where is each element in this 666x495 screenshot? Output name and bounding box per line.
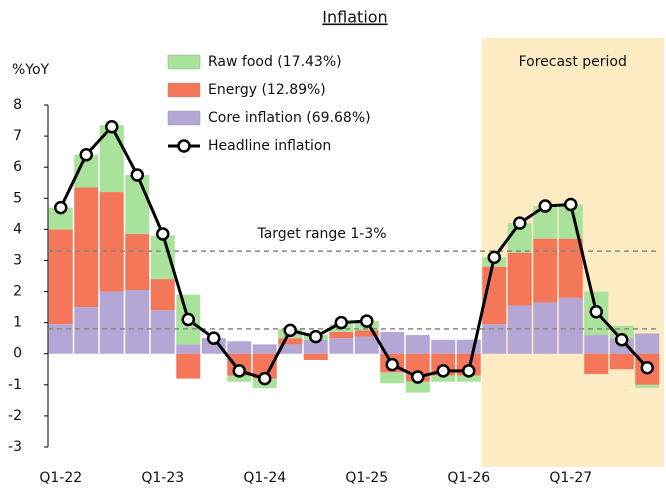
bar-segment	[99, 192, 124, 292]
bar-segment	[303, 353, 328, 360]
headline-point	[105, 120, 119, 134]
bar-segment	[252, 344, 277, 354]
y-tick-label: 0	[13, 346, 22, 362]
bar-segment	[533, 302, 558, 354]
bar-segment	[354, 336, 379, 354]
headline-point	[411, 370, 425, 384]
bar-segment	[635, 333, 660, 354]
y-tick-label: 3	[13, 252, 22, 268]
bar-segment	[176, 344, 201, 354]
bar-segment	[405, 381, 430, 393]
bar-segment	[329, 338, 354, 354]
headline-point	[309, 329, 323, 344]
bar-segment	[329, 331, 354, 339]
legend-swatch	[167, 82, 201, 98]
headline-point	[436, 364, 450, 378]
bar-segment	[456, 375, 481, 382]
bar-segment	[533, 238, 558, 303]
x-tick-label: Q1-22	[39, 470, 82, 486]
headline-point	[54, 200, 68, 215]
headline-point	[385, 357, 399, 372]
bar-segment	[431, 339, 456, 354]
target-label: Target range 1-3%	[256, 226, 386, 242]
legend-swatch	[167, 110, 201, 126]
bar-segment	[48, 229, 73, 325]
bar-segment	[380, 372, 405, 384]
bar-segment	[125, 289, 150, 354]
bar-segment	[584, 353, 609, 374]
headline-point	[232, 364, 246, 378]
bar-segment	[456, 339, 481, 354]
bar-segment	[176, 353, 201, 379]
bar-segment	[125, 234, 150, 290]
headline-point	[615, 332, 629, 347]
headline-point	[130, 168, 144, 182]
x-tick-label: Q1-25	[345, 470, 388, 486]
legend-label: Energy (12.89%)	[208, 82, 326, 98]
headline-point	[258, 371, 272, 386]
bar-segment	[227, 375, 252, 382]
legend-label: Headline inflation	[208, 138, 331, 154]
x-tick-label: Q1-27	[549, 470, 592, 486]
y-tick-label: 4	[13, 221, 22, 237]
legend-label: Raw food (17.43%)	[208, 54, 342, 70]
y-tick-label: 2	[13, 284, 22, 300]
bar-segment	[150, 310, 175, 354]
y-tick-label: -3	[8, 439, 22, 455]
headline-point	[564, 197, 578, 212]
headline-point	[513, 216, 527, 230]
bar-segment	[227, 341, 252, 354]
headline-point	[156, 227, 170, 241]
legend-swatch	[167, 54, 201, 70]
forecast-label: Forecast period	[519, 54, 627, 70]
y-tick-label: 6	[13, 159, 22, 175]
y-tick-label: 8	[13, 97, 22, 113]
y-tick-label: 7	[13, 128, 22, 144]
headline-point	[181, 312, 195, 327]
headline-point	[589, 305, 603, 319]
y-tick-label: 1	[13, 315, 22, 331]
headline-point	[538, 199, 552, 213]
bar-segment	[431, 375, 456, 382]
chart-title: Inflation	[322, 8, 387, 27]
bar-segment	[558, 297, 583, 354]
bar-segment	[507, 305, 532, 354]
bar-segment	[99, 291, 124, 354]
bar-segment	[558, 238, 583, 298]
y-tick-label: -1	[8, 377, 22, 393]
headline-point	[334, 315, 348, 330]
headline-point	[360, 314, 374, 328]
bar-segment	[278, 344, 303, 354]
y-tick-label: 5	[13, 190, 22, 206]
y-tick-label: -2	[8, 408, 22, 424]
bar-segment	[507, 252, 532, 306]
headline-point	[640, 360, 654, 375]
bar-segment	[609, 353, 634, 370]
bar-segment	[74, 187, 99, 308]
bar-segment	[125, 174, 150, 235]
bar-segment	[354, 330, 379, 337]
headline-point	[462, 364, 476, 378]
y-axis-label: %YoY	[12, 62, 50, 78]
headline-point	[207, 331, 221, 345]
legend-marker	[177, 139, 191, 153]
x-tick-label: Q1-26	[447, 470, 490, 486]
bar-segment	[150, 279, 175, 311]
bar-segment	[405, 335, 430, 354]
headline-point	[283, 323, 297, 338]
bar-segment	[48, 207, 73, 230]
bar-segment	[380, 331, 405, 354]
x-tick-label: Q1-23	[141, 470, 184, 486]
legend-label: Core inflation (69.68%)	[208, 110, 371, 126]
bar-segment	[201, 338, 226, 354]
bar-segment	[278, 338, 303, 345]
headline-point	[487, 250, 501, 265]
bar-segment	[303, 339, 328, 354]
bar-segment	[74, 307, 99, 354]
x-tick-label: Q1-24	[243, 470, 286, 486]
bar-segment	[584, 335, 609, 354]
bar-segment	[635, 384, 660, 388]
headline-point	[79, 147, 93, 162]
